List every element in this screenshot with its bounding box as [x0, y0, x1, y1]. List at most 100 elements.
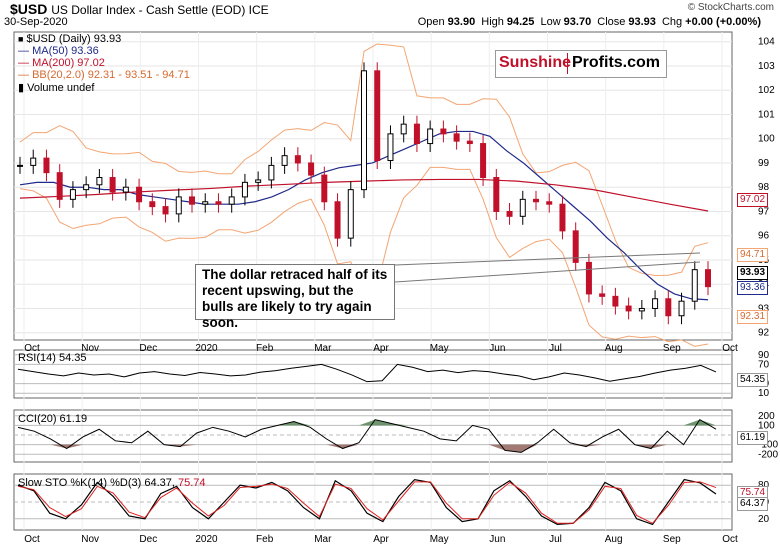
tag-ma200: 97.02: [737, 193, 769, 207]
annotation-connector-upper: [394, 252, 701, 266]
candle-body: [665, 298, 672, 317]
candle-body: [453, 133, 460, 142]
logo-part2: Profits.com: [572, 54, 661, 71]
x-tick-label: Feb: [256, 343, 274, 354]
x-tick-label: Apr: [373, 343, 389, 354]
x-tick-label-bottom: May: [430, 534, 449, 545]
candle-body: [506, 210, 513, 217]
candle-body: [56, 172, 63, 200]
rsi-tick-label: 10: [758, 388, 770, 399]
legend-ma50: — MA(50) 93.36: [18, 45, 99, 57]
legend-ma200: — MA(200) 97.02: [18, 57, 105, 69]
candle-body: [612, 295, 619, 307]
x-tick-label-bottom: Dec: [139, 534, 157, 545]
candle-body: [572, 230, 579, 263]
candle-body: [347, 189, 354, 239]
rsi-tick-label: 70: [758, 359, 770, 370]
copyright: © StockCharts.com: [687, 2, 774, 13]
candle-body: [361, 70, 367, 191]
candle-body: [559, 203, 566, 232]
tag-close: 93.93: [737, 266, 769, 280]
candle-body: [43, 157, 50, 174]
candle-body: [638, 307, 645, 312]
candle-body: [519, 198, 526, 217]
candle-body: [308, 162, 315, 176]
legend-volume: ▮ Volume undef: [18, 82, 95, 94]
candle-body: [122, 186, 129, 193]
candle-body: [109, 177, 116, 193]
candle-body: [189, 196, 195, 205]
chg-value: +0.00 (+0.00%): [685, 16, 761, 28]
low-label: Low: [540, 16, 561, 28]
cci-tick-label: 200: [758, 411, 775, 422]
sto-k-line: [17, 478, 717, 526]
open-value: 93.90: [447, 16, 476, 28]
x-tick-label: Aug: [605, 343, 623, 354]
candle-body: [83, 184, 90, 191]
rsi-tick-label: 90: [758, 350, 770, 361]
symbol: $USD: [10, 1, 48, 17]
candle-body: [334, 201, 341, 239]
y-tick-label: 92: [758, 328, 770, 339]
x-tick-label: 2020: [195, 343, 218, 354]
cci-line: [17, 418, 717, 453]
legend-bb: — BB(20,2.0) 92.31 - 93.51 - 94.71: [18, 69, 190, 81]
sto-tick-label: 20: [758, 514, 770, 525]
annotation-box: The dollar retraced half of its recent u…: [195, 264, 395, 330]
x-tick-label-bottom: Feb: [256, 534, 274, 545]
x-tick-label: Nov: [81, 343, 99, 354]
y-tick-label: 101: [758, 109, 775, 120]
x-tick-label: Mar: [314, 343, 332, 354]
candle-body: [625, 305, 632, 312]
close-label: Close: [597, 16, 626, 28]
x-tick-label: Oct: [24, 343, 40, 354]
candle-body: [546, 201, 553, 205]
x-tick-label: Jul: [549, 343, 562, 354]
low-value: 93.70: [563, 16, 592, 28]
chart-date: 30-Sep-2020: [4, 16, 68, 28]
x-tick-label-bottom: Sep: [663, 534, 681, 545]
candle-body: [281, 155, 288, 166]
y-tick-label: 96: [758, 231, 770, 242]
rsi-value-tag: 54.35: [737, 373, 769, 387]
x-tick-label-bottom: Nov: [81, 534, 99, 545]
chart-header: $USD US Dollar Index - Cash Settle (EOD)…: [0, 0, 780, 32]
candle-body: [69, 189, 76, 200]
candle-body: [175, 196, 182, 215]
symbol-description: US Dollar Index - Cash Settle (EOD) ICE: [51, 3, 269, 17]
y-tick-label: 97: [758, 206, 770, 217]
candle-body: [427, 128, 434, 145]
y-tick-label: 103: [758, 61, 775, 72]
sunshine-profits-logo: Sunshine Profits.com: [495, 50, 667, 78]
x-tick-label: Dec: [139, 343, 157, 354]
cci-value-tag: 61.19: [737, 431, 769, 445]
x-tick-label: Sep: [663, 343, 681, 354]
candle-body: [321, 174, 328, 203]
candle-body: [585, 261, 592, 295]
high-label: High: [481, 16, 504, 28]
x-tick-label-bottom: Mar: [314, 534, 332, 545]
candle-body: [440, 128, 447, 135]
high-value: 94.25: [506, 16, 535, 28]
candle-body: [480, 143, 487, 179]
chart-title: $USD US Dollar Index - Cash Settle (EOD)…: [10, 1, 269, 17]
tag-ma50: 93.36: [737, 281, 769, 295]
y-tick-label: 93: [758, 303, 770, 314]
candle-body: [705, 269, 711, 288]
tag-bb-upper: 94.71: [737, 248, 769, 262]
candle-body: [30, 157, 37, 166]
y-tick-label: 102: [758, 85, 775, 96]
candle-body: [294, 155, 301, 164]
candle-body: [493, 177, 500, 212]
candle-body: [202, 201, 209, 205]
x-tick-label: May: [430, 343, 449, 354]
candle-body: [162, 206, 169, 215]
tag-bb-lower: 92.31: [737, 310, 769, 324]
candle-body: [599, 293, 606, 297]
candle-body: [136, 186, 143, 203]
chg-label: Chg: [661, 16, 683, 28]
candle-body: [241, 181, 248, 198]
candle-body: [466, 140, 473, 145]
bb-upper-line: [19, 43, 709, 277]
